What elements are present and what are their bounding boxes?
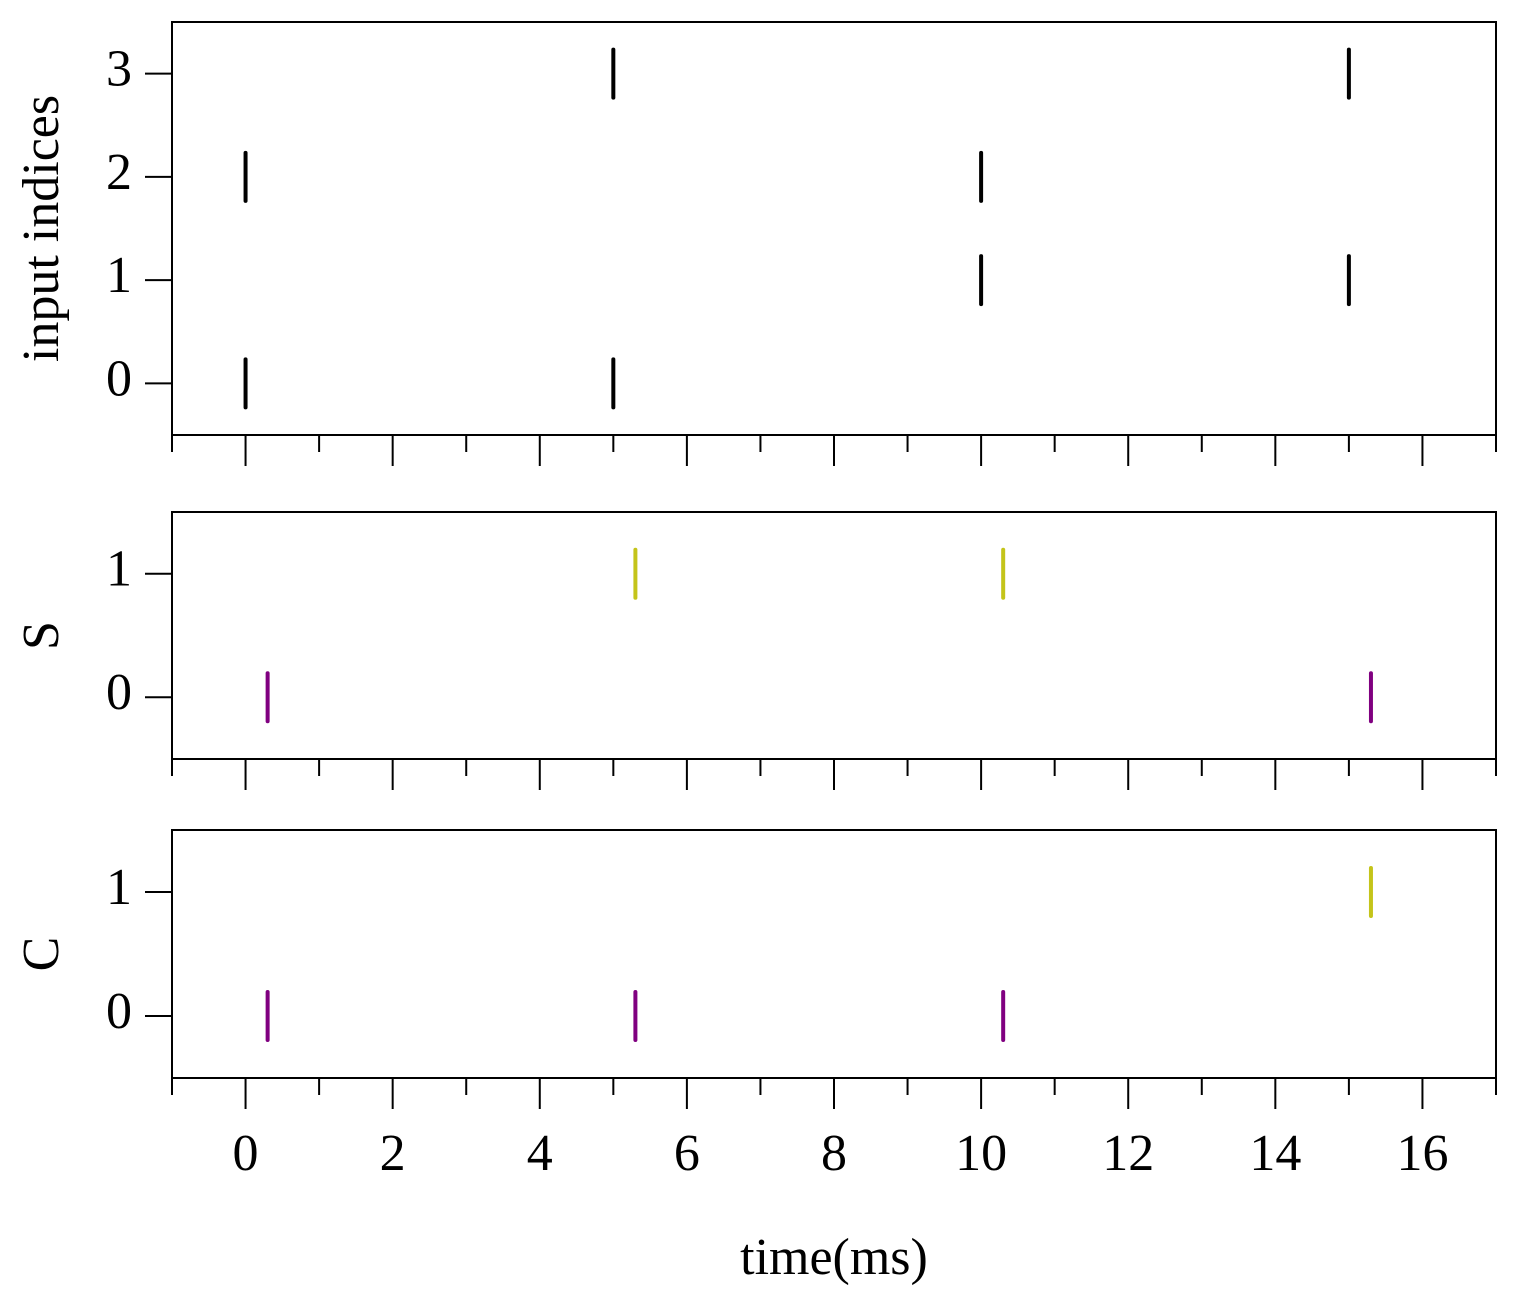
y-tick-label: 1	[106, 859, 132, 916]
x-tick-label: 14	[1249, 1125, 1301, 1182]
x-tick-label: 10	[955, 1125, 1007, 1182]
y-tick-label: 0	[106, 350, 132, 407]
y-tick-label: 2	[106, 144, 132, 201]
y-tick-label: 0	[106, 983, 132, 1040]
y-tick-label: 0	[106, 664, 132, 721]
x-tick-label: 0	[233, 1125, 259, 1182]
x-tick-label: 6	[674, 1125, 700, 1182]
y-tick-label: 1	[106, 541, 132, 598]
y-axis-label: input indices	[13, 95, 70, 362]
y-tick-label: 3	[106, 41, 132, 98]
plot-frame	[171, 21, 1497, 436]
plot-frame	[171, 829, 1497, 1079]
x-tick-label: 8	[821, 1125, 847, 1182]
y-axis-label: C	[13, 937, 70, 972]
x-axis-label: time(ms)	[740, 1229, 928, 1286]
x-tick-label: 16	[1396, 1125, 1448, 1182]
y-tick-label: 1	[106, 247, 132, 304]
x-tick-label: 4	[527, 1125, 553, 1182]
x-tick-label: 12	[1102, 1125, 1154, 1182]
y-axis-label: S	[13, 621, 70, 650]
plot-frame	[171, 511, 1497, 760]
x-tick-label: 2	[380, 1125, 406, 1182]
